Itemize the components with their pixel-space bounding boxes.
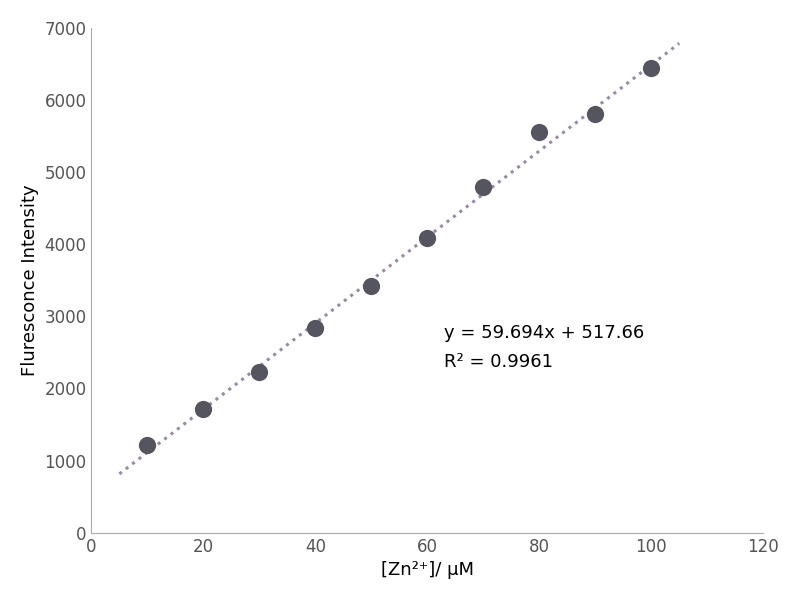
X-axis label: [Zn²⁺]/ μM: [Zn²⁺]/ μM [381,561,474,579]
Point [365,281,378,291]
Y-axis label: Fluresconce Intensity: Fluresconce Intensity [21,184,39,376]
Point [589,109,602,118]
Point [533,128,546,137]
Text: y = 59.694x + 517.66
R² = 0.9961: y = 59.694x + 517.66 R² = 0.9961 [444,323,644,371]
Point [645,64,658,73]
Point [197,404,210,413]
Point [421,233,434,243]
Point [309,323,322,332]
Point [477,182,490,191]
Point [253,367,266,377]
Point [141,440,154,449]
